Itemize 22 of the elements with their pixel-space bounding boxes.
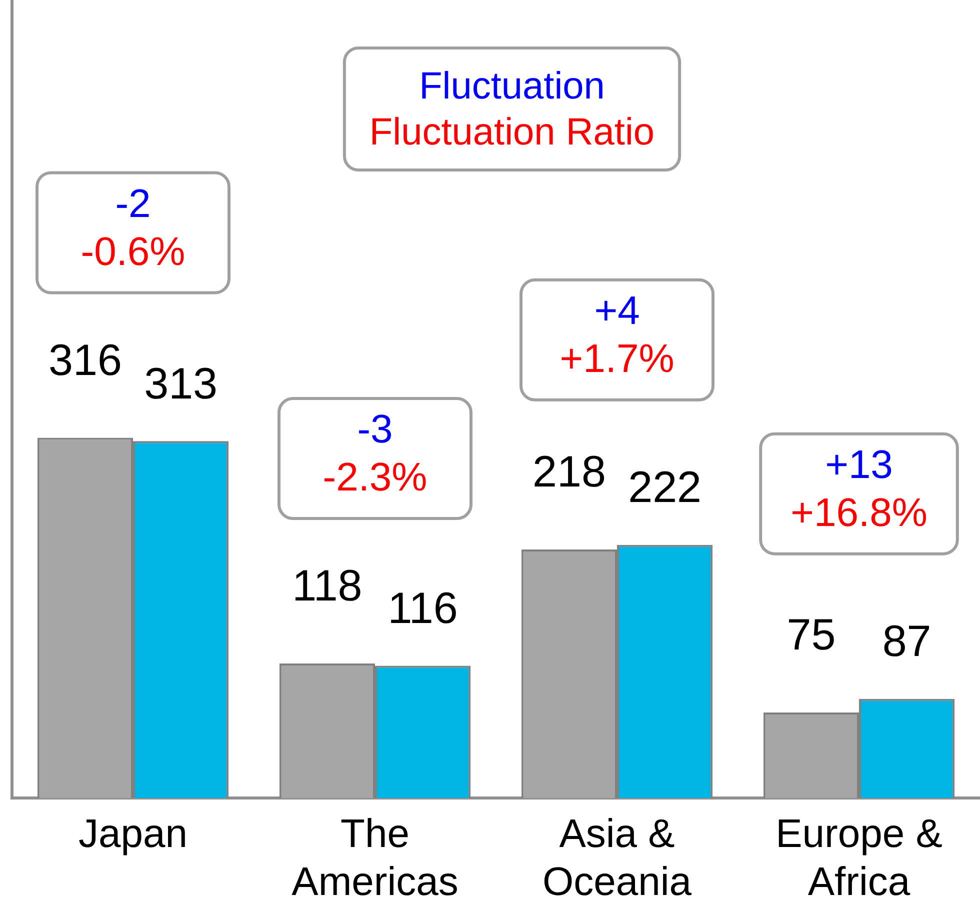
text: +4 (594, 288, 640, 333)
annotation: +13 (825, 442, 893, 487)
data-label: 87 (882, 616, 932, 666)
text: -0.6% (80, 230, 186, 274)
x-tick-label: Europe & Africa (776, 812, 943, 904)
x-tick-label: Japan (78, 812, 188, 856)
text: +1.7% (560, 336, 674, 381)
data-label: 313 (144, 359, 218, 408)
data-label: 75 (786, 610, 836, 660)
text: Fluctuation (419, 65, 605, 108)
text: Fluctuation Ratio (369, 111, 655, 154)
annotation: -3 (357, 408, 393, 452)
data-label: 218 (532, 448, 606, 497)
data-label: 118 (292, 562, 362, 611)
data-label: 116 (388, 584, 458, 633)
data-label: 222 (628, 463, 702, 512)
annotation: -2.3% (322, 456, 428, 500)
text: -2 (115, 182, 151, 226)
annotation: +16.8% (790, 490, 928, 535)
data-label: 316 (48, 336, 122, 385)
x-tick-label: Asia & Oceania (542, 812, 692, 904)
x-tick-label: The Americas (292, 812, 458, 904)
